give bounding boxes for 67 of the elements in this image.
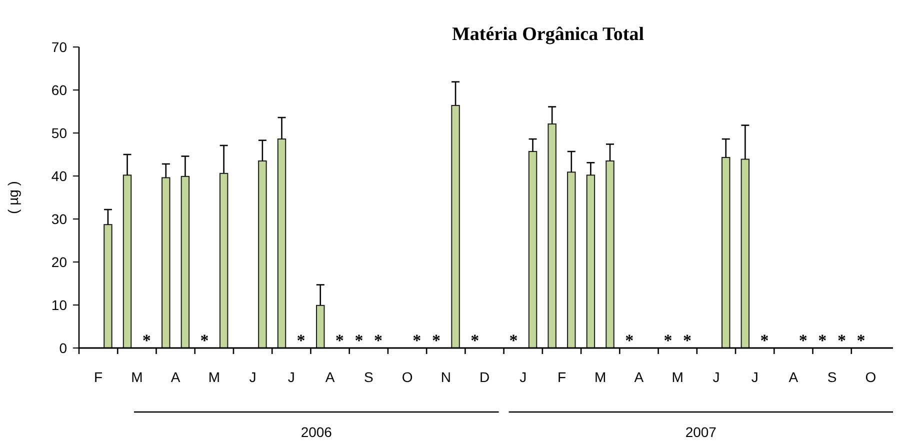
text: 2007 [685, 424, 717, 440]
x-tick-label: S [827, 369, 837, 385]
data-label: * [683, 331, 692, 350]
bar [722, 157, 730, 348]
y-tick-label: 30 [51, 210, 68, 227]
data-label: * [142, 331, 151, 350]
x-tick-label: J [712, 369, 720, 385]
bar [548, 123, 556, 348]
bar [277, 138, 286, 348]
x-tick-label: O [402, 369, 413, 385]
x-tick-label: F [557, 369, 566, 385]
data-label: * [837, 331, 846, 350]
data-label: * [296, 331, 306, 350]
bar [567, 172, 576, 348]
y-tick-label: 60 [51, 82, 68, 98]
x-tick-label: A [634, 369, 644, 385]
x-tick-label: A [170, 369, 181, 385]
data-label: * [354, 331, 364, 350]
data-label: * [625, 331, 634, 350]
bar [451, 104, 460, 348]
x-tick-label: J [751, 369, 758, 385]
y-tick-label: 50 [51, 124, 68, 141]
y-axis-title: ( µg ) [5, 181, 21, 214]
data-label: * [470, 331, 480, 350]
x-tick-label: M [672, 369, 684, 385]
bar [740, 158, 750, 348]
data-label: * [509, 331, 518, 350]
bar [258, 160, 267, 348]
bar [586, 174, 596, 348]
x-tick-label: J [520, 369, 527, 385]
y-tick-label: 10 [51, 296, 68, 313]
data-label: * [432, 331, 440, 350]
x-tick-label: A [788, 369, 799, 385]
x-tick-label: A [325, 369, 336, 385]
chart-title: Matéria Orgânica Total [452, 24, 644, 45]
x-tick-label: F [94, 369, 103, 385]
x-tick-label: O [865, 369, 876, 385]
bar [104, 224, 112, 348]
bar [528, 150, 538, 348]
text: 2006 [300, 424, 332, 440]
y-tick-label: 40 [51, 168, 68, 184]
data-label: * [664, 331, 672, 350]
bar [316, 304, 325, 348]
x-tick-label: M [594, 369, 606, 385]
y-tick-label: 70 [51, 38, 68, 55]
x-tick-label: J [249, 369, 256, 385]
data-label: * [818, 331, 827, 350]
data-label: * [374, 331, 383, 350]
data-label: * [760, 331, 769, 350]
bar [162, 177, 170, 348]
data-label: * [200, 331, 209, 350]
bar [122, 174, 132, 348]
y-tick-label: 0 [59, 340, 68, 356]
x-tick-label: S [364, 369, 374, 385]
data-label: * [335, 331, 344, 350]
x-tick-label: M [208, 369, 220, 385]
x-tick-label: J [288, 369, 295, 385]
data-label: * [798, 331, 808, 350]
bar [219, 172, 228, 348]
bar [180, 176, 190, 348]
bar [606, 160, 614, 348]
x-tick-label: D [479, 369, 490, 385]
data-label: * [412, 331, 422, 350]
x-tick-label: M [131, 369, 143, 385]
y-tick-label: 20 [51, 254, 68, 270]
x-tick-label: N [440, 369, 451, 385]
data-label: * [856, 331, 866, 350]
